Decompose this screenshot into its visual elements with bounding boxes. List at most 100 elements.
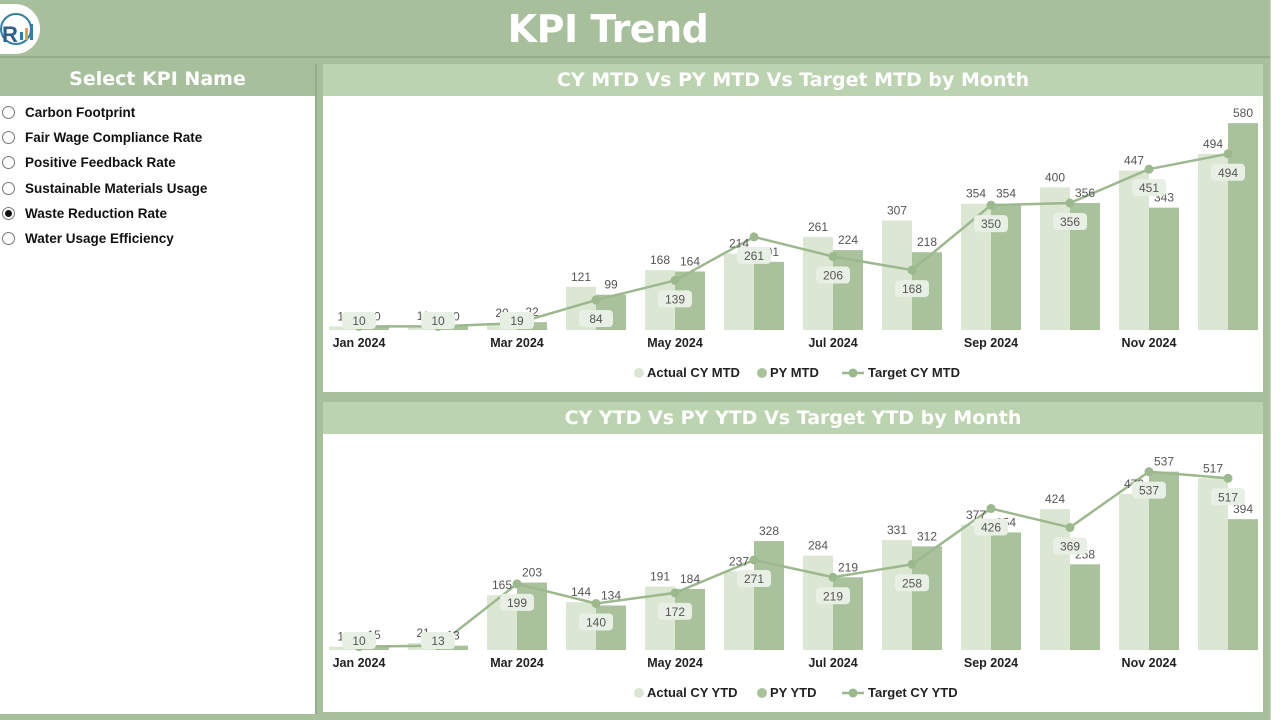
data-label-actual: 331 — [887, 523, 907, 537]
slicer-title: Select KPI Name — [0, 64, 315, 96]
x-tick-label: Sep 2024 — [964, 656, 1018, 670]
radio-button-icon[interactable] — [2, 106, 15, 120]
bar-py[interactable] — [833, 250, 863, 330]
target-label-bg — [500, 312, 534, 329]
slicer-option-label: Water Usage Efficiency — [25, 231, 174, 247]
target-point[interactable] — [670, 275, 680, 285]
bar-actual[interactable] — [1119, 493, 1149, 650]
data-label-target: 261 — [744, 249, 764, 263]
x-tick-label: Nov 2024 — [1122, 336, 1177, 350]
target-point[interactable] — [1144, 164, 1154, 174]
radio-button-icon[interactable] — [2, 131, 15, 145]
bar-actual[interactable] — [1040, 509, 1070, 650]
logo-icon: R — [0, 13, 33, 47]
bar-py[interactable] — [517, 582, 547, 650]
target-label-bg — [816, 587, 850, 605]
data-label-py: 219 — [838, 560, 858, 574]
radio-button-icon[interactable] — [2, 206, 15, 220]
bar-actual[interactable] — [1040, 187, 1070, 330]
x-tick-label: Mar 2024 — [490, 336, 544, 350]
bar-actual[interactable] — [1198, 478, 1228, 650]
target-point[interactable] — [1223, 149, 1233, 159]
bar-py[interactable] — [1149, 207, 1179, 330]
target-point[interactable] — [591, 295, 601, 305]
target-point[interactable] — [1223, 473, 1233, 483]
bar-py[interactable] — [991, 532, 1021, 650]
bar-actual[interactable] — [1198, 153, 1228, 330]
data-label-target: 84 — [589, 312, 603, 326]
radio-button-icon[interactable] — [2, 181, 15, 195]
data-label-py: 312 — [917, 529, 937, 543]
bar-py[interactable] — [1228, 123, 1258, 330]
target-label-bg — [500, 593, 534, 611]
page-header: R KPI Trend — [0, 0, 1270, 58]
bar-py[interactable] — [1070, 564, 1100, 650]
bar-py[interactable] — [1228, 519, 1258, 650]
target-label-bg — [974, 518, 1008, 536]
slicer-option[interactable]: Sustainable Materials Usage — [0, 176, 315, 201]
slicer-option[interactable]: Waste Reduction Rate — [0, 201, 315, 226]
bar-py[interactable] — [912, 546, 942, 650]
slicer-option-label: Sustainable Materials Usage — [25, 180, 208, 196]
slicer-option[interactable]: Water Usage Efficiency — [0, 226, 315, 251]
target-point[interactable] — [670, 588, 680, 598]
bar-actual[interactable] — [882, 220, 912, 330]
data-label-actual: 284 — [808, 539, 828, 553]
target-point[interactable] — [591, 599, 601, 608]
data-label-py: 354 — [996, 187, 1016, 201]
legend-label: Actual CY MTD — [647, 365, 740, 380]
legend-marker — [634, 368, 644, 378]
legend-marker — [757, 368, 767, 378]
data-label-py: 203 — [522, 566, 542, 580]
kpi-slicer: Select KPI Name Carbon Footprint Fair Wag… — [0, 64, 317, 714]
data-label-target: 10 — [352, 314, 366, 328]
target-point[interactable] — [828, 572, 838, 582]
bar-actual[interactable] — [724, 253, 754, 330]
radio-button-icon[interactable] — [2, 156, 15, 170]
data-label-py: 164 — [680, 255, 700, 269]
target-point[interactable] — [512, 579, 522, 589]
slicer-option[interactable]: Fair Wage Compliance Rate — [0, 125, 315, 150]
slicer-option[interactable]: Positive Feedback Rate — [0, 150, 315, 175]
target-label-bg — [1132, 481, 1166, 499]
x-tick-label: Nov 2024 — [1122, 656, 1177, 670]
target-point[interactable] — [749, 555, 759, 565]
slicer-option-label: Positive Feedback Rate — [25, 155, 176, 171]
bar-actual[interactable] — [882, 540, 912, 650]
bar-actual[interactable] — [961, 524, 991, 650]
legend-label: Actual CY YTD — [647, 685, 738, 700]
target-point[interactable] — [907, 559, 917, 569]
bar-py[interactable] — [754, 541, 784, 650]
data-label-actual: 447 — [1124, 154, 1144, 168]
data-label-py: 394 — [1233, 502, 1253, 516]
data-label-actual: 144 — [571, 585, 591, 599]
bar-actual[interactable] — [1119, 170, 1149, 330]
legend-label: Target CY YTD — [868, 685, 958, 700]
data-label-actual: 494 — [1203, 137, 1223, 151]
bar-py[interactable] — [1149, 471, 1179, 650]
target-point[interactable] — [1065, 522, 1075, 532]
target-label-bg — [579, 310, 613, 328]
target-label-bg — [421, 312, 455, 329]
target-point[interactable] — [749, 232, 759, 242]
data-label-actual: 191 — [650, 570, 670, 584]
data-label-target: 172 — [665, 605, 685, 619]
ytd-chart-title: CY YTD Vs PY YTD Vs Target YTD by Month — [323, 402, 1263, 434]
target-point[interactable] — [986, 504, 996, 514]
target-point[interactable] — [1065, 198, 1075, 208]
target-point[interactable] — [828, 252, 838, 262]
radio-button-icon[interactable] — [2, 232, 15, 246]
target-point[interactable] — [907, 265, 917, 275]
bar-py[interactable] — [754, 261, 784, 330]
target-point[interactable] — [986, 200, 996, 210]
slicer-option-label: Fair Wage Compliance Rate — [25, 130, 203, 146]
data-label-py: 134 — [601, 588, 621, 602]
target-point[interactable] — [1144, 467, 1154, 477]
slicer-option[interactable]: Carbon Footprint — [0, 100, 315, 125]
target-label-bg — [737, 246, 771, 264]
data-label-target: 537 — [1139, 484, 1159, 498]
x-tick-label: May 2024 — [647, 656, 703, 670]
data-label-target: 199 — [507, 596, 527, 610]
company-logo: R — [0, 4, 40, 54]
data-label-py: 224 — [838, 233, 858, 247]
